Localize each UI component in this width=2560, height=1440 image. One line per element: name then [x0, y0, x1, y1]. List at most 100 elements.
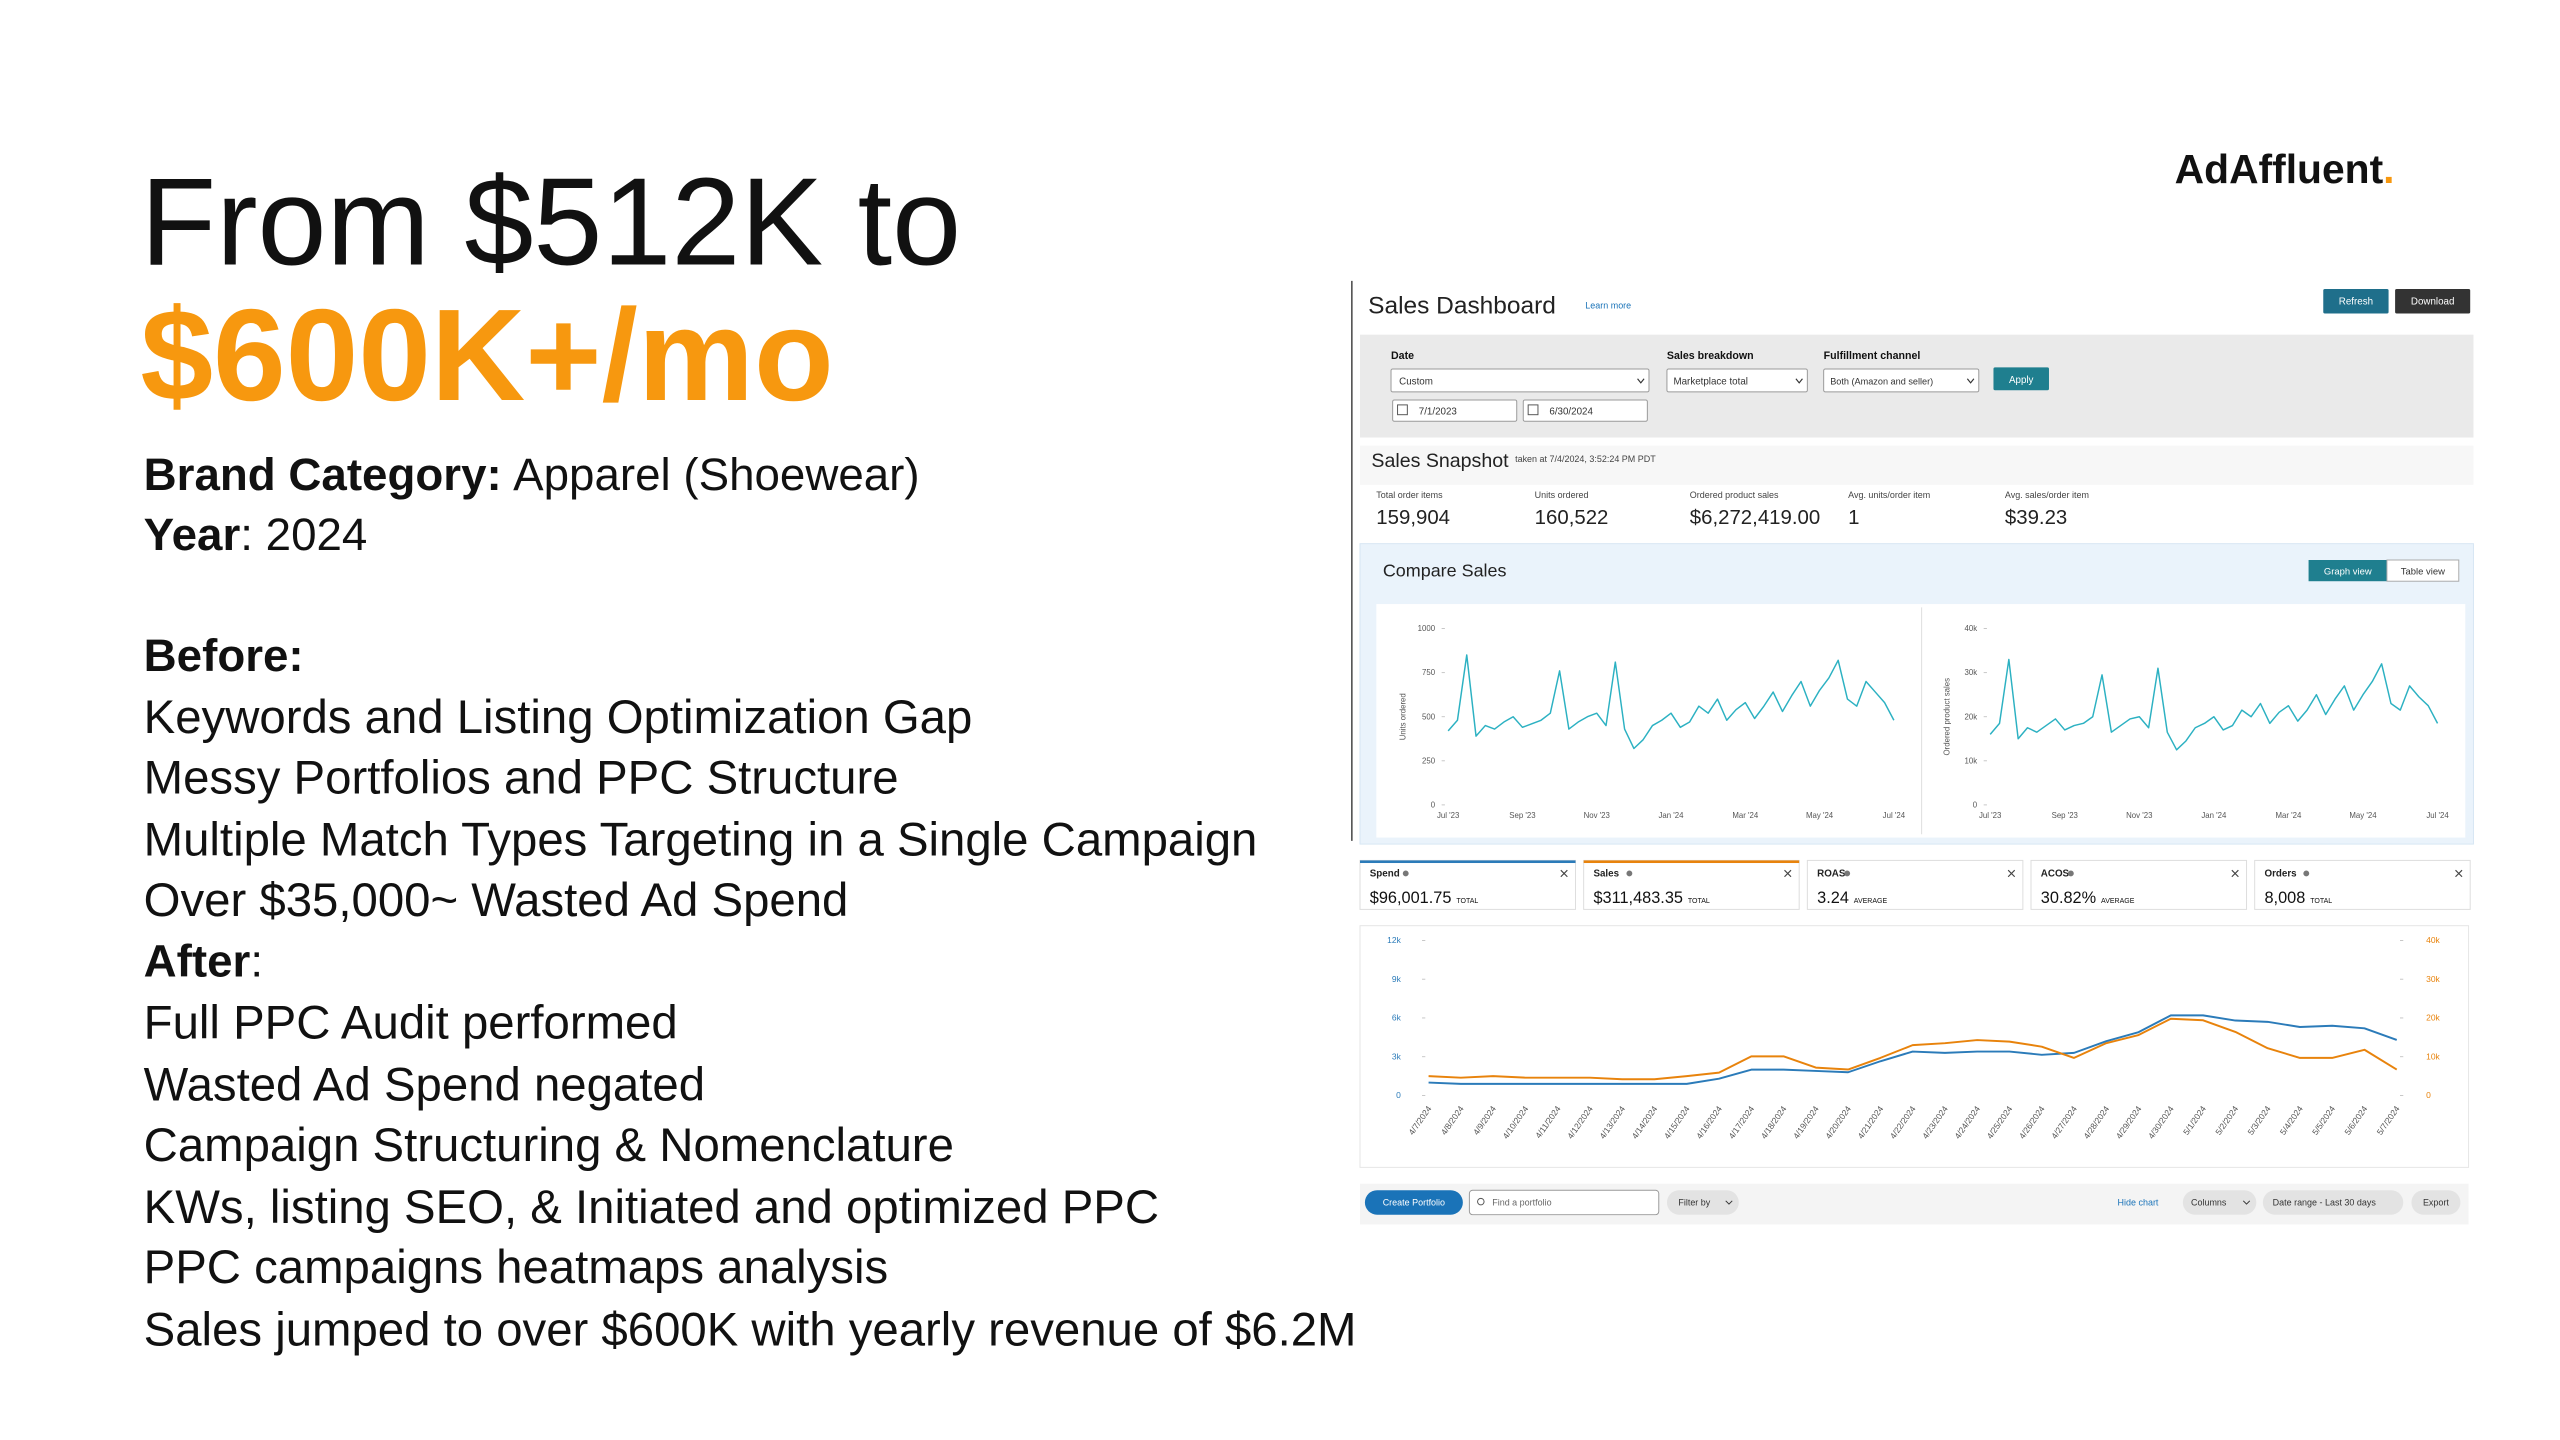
y-tick-label: 0	[1973, 801, 1978, 810]
tile-accent	[1360, 860, 1576, 864]
x-tick-label: Jul '24	[1883, 811, 1906, 820]
metric-label: Units ordered	[1535, 490, 1589, 500]
headline-line2: $600K+/mo	[140, 282, 833, 428]
detail-label: Year	[144, 509, 241, 560]
y-axis-label: Ordered product sales	[1942, 678, 1951, 756]
dropdown-caret	[1725, 1200, 1733, 1205]
apply-button[interactable]	[1993, 367, 2049, 391]
filter-label: Date	[1391, 350, 1414, 362]
y-tick-label: 30k	[2426, 974, 2440, 984]
detail-line: Year: 2024	[144, 509, 368, 560]
y-tick-label: 20k	[1965, 712, 1978, 721]
info-icon	[1844, 870, 1851, 877]
y-tick-label: 30k	[1965, 668, 1978, 677]
table-view-button[interactable]	[2386, 559, 2460, 582]
y-tick-label: 40k	[1965, 624, 1978, 633]
y-tick-label: 10k	[2426, 1051, 2440, 1061]
y-tick-label: 250	[1422, 756, 1436, 765]
y-tick-label: 1000	[1418, 624, 1436, 633]
detail-text: : 2024	[240, 509, 367, 560]
headline-line1: From $512K to	[140, 153, 961, 291]
search-box[interactable]	[1468, 1189, 1660, 1216]
metric-value: $39.23	[2005, 507, 2067, 529]
tile-label: Spend	[1370, 869, 1400, 880]
dropdown-caret	[2242, 1200, 2251, 1205]
x-tick-label: Jan '24	[1659, 811, 1685, 820]
date-range-button[interactable]	[2262, 1190, 2404, 1215]
x-tick-label: Jul '23	[1437, 811, 1460, 820]
metric-tile[interactable]	[1806, 859, 2024, 910]
tile-value: 8,008 TOTAL	[2264, 889, 2332, 907]
metric-tile[interactable]	[2254, 859, 2471, 910]
after-item: KWs, listing SEO, & Initiated and optimi…	[144, 1181, 1159, 1234]
date-select-value: Custom	[1399, 376, 1433, 387]
data-line	[1428, 1017, 2398, 1081]
tile-value-note: TOTAL	[1456, 898, 1478, 905]
after-item: Full PPC Audit performed	[144, 996, 678, 1049]
metric-label: Ordered product sales	[1690, 490, 1779, 500]
y-tick-label: 12k	[1387, 935, 1401, 945]
info-icon	[1626, 870, 1633, 877]
before-item: Over $35,000~ Wasted Ad Spend	[144, 874, 849, 927]
y-tick-label: 0	[2426, 1090, 2431, 1100]
breakdown-value: Marketplace total	[1673, 376, 1747, 387]
detail-line: Brand Category: Apparel (Shoewear)	[144, 449, 920, 500]
x-tick-label: Sep '23	[2052, 811, 2079, 820]
graph-view-button[interactable]	[2308, 560, 2387, 582]
close-icon	[1784, 869, 1792, 878]
snapshot-taken: taken at 7/4/2024, 3:52:24 PM PDT	[1515, 454, 1656, 464]
create-portfolio-label: Create Portfolio	[1383, 1198, 1445, 1208]
date-input[interactable]	[1392, 399, 1518, 422]
metric-tile[interactable]	[1583, 859, 1800, 910]
x-tick-label: Mar '24	[1732, 811, 1759, 820]
date-select[interactable]	[1390, 368, 1650, 393]
create-portfolio-button[interactable]	[1364, 1190, 1463, 1215]
refresh-button[interactable]	[2323, 288, 2389, 314]
channel-select[interactable]	[1823, 368, 1980, 393]
x-tick-label: Jan '24	[2201, 811, 2227, 820]
date-input[interactable]	[1522, 399, 1648, 422]
search-placeholder: Find a portfolio	[1492, 1198, 1551, 1208]
download-button[interactable]	[2395, 288, 2471, 314]
ads-chart-panel	[1359, 925, 2470, 1168]
metric-value: 159,904	[1376, 507, 1450, 529]
y-tick-label: 0	[1396, 1090, 1401, 1100]
metric-label: Avg. units/order item	[1848, 490, 1930, 500]
close-icon	[2231, 869, 2239, 878]
tile-label: Sales	[1593, 869, 1619, 880]
x-tick-label: Nov '23	[1584, 811, 1611, 820]
export-button[interactable]	[2411, 1190, 2461, 1215]
after-item: PPC campaigns heatmaps analysis	[144, 1241, 888, 1294]
metric-tile[interactable]	[1359, 859, 1576, 910]
dashboard-title: Sales Dashboard	[1368, 292, 1556, 319]
close-icon	[2007, 869, 2016, 878]
tile-accent	[1583, 860, 1800, 864]
x-tick-label: May '24	[2349, 811, 2377, 820]
metric-value: 160,522	[1535, 507, 1609, 529]
download-label: Download	[2411, 296, 2455, 307]
metric-tile[interactable]	[2030, 859, 2248, 910]
before-heading: Before:	[144, 630, 304, 681]
tile-value-note: AVERAGE	[1854, 898, 1888, 905]
tile-label: ACOS	[2041, 869, 2070, 880]
after-item: Sales jumped to over $600K with yearly r…	[144, 1303, 1357, 1356]
tile-value-note: AVERAGE	[2101, 898, 2135, 905]
table-view-label: Table view	[2401, 567, 2445, 578]
after-heading: After:	[144, 935, 263, 986]
columns-button[interactable]	[2182, 1190, 2257, 1215]
x-tick-label: Nov '23	[2126, 811, 2153, 820]
date-range-label: Date range - Last 30 days	[2273, 1198, 2377, 1208]
tile-value: $96,001.75 TOTAL	[1370, 889, 1479, 907]
calendar-icon	[1397, 404, 1408, 416]
breakdown-select[interactable]	[1666, 368, 1808, 393]
filter-button[interactable]	[1666, 1190, 1739, 1215]
graph-view-label: Graph view	[2324, 567, 2372, 578]
hide-chart-link: Hide chart	[2118, 1198, 2159, 1208]
x-tick-label: Mar '24	[2276, 811, 2303, 820]
tile-value: $311,483.35 TOTAL	[1593, 889, 1709, 907]
y-tick-label: 6k	[1392, 1013, 1402, 1023]
data-line	[1989, 658, 2439, 751]
compare-title: Compare Sales	[1383, 560, 1507, 580]
